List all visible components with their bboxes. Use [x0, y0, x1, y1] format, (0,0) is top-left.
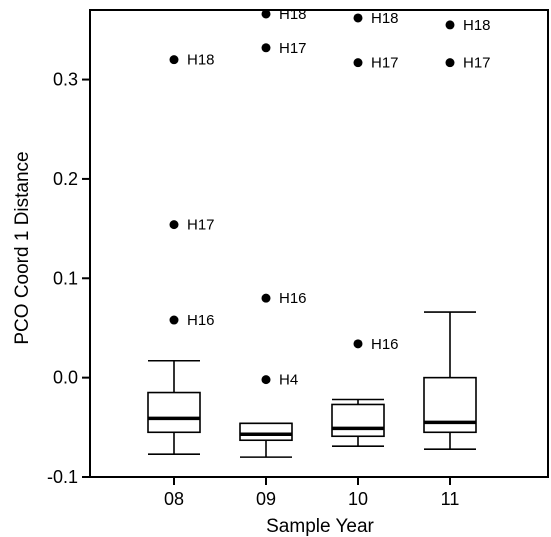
- y-tick-label: 0.3: [53, 70, 78, 90]
- box-iqr: [239, 422, 293, 442]
- plot-border: [89, 9, 549, 478]
- y-tick-label: 0.2: [53, 169, 78, 189]
- box-iqr: [147, 391, 201, 434]
- x-tick-label: 08: [164, 489, 184, 509]
- x-tick-label: 10: [348, 489, 368, 509]
- y-tick-label: 0.1: [53, 268, 78, 288]
- box-group: [147, 359, 201, 455]
- outlier-points: H18 H17 H16 H18 H17 H16 H4 H18 H17 H16 H18 H17: [169, 6, 491, 389]
- outlier-point: [445, 58, 455, 68]
- plot-area: [89, 9, 549, 478]
- box-group: [331, 398, 385, 447]
- x-axis: 08 09 10 11: [164, 477, 459, 509]
- x-axis-title: Sample Year: [266, 516, 374, 537]
- outlier-label: H17: [371, 55, 399, 72]
- outlier-label: H18: [279, 6, 307, 23]
- box-iqr: [331, 403, 385, 438]
- y-axis-title: PCO Coord 1 Distance: [12, 151, 33, 344]
- outlier-label: H17: [187, 217, 215, 234]
- outlier-point: [169, 315, 179, 325]
- outlier-label: H18: [371, 10, 399, 27]
- outlier-label: H4: [279, 372, 298, 389]
- box-group: [239, 422, 293, 458]
- box-group: [423, 311, 477, 450]
- outlier-point: [261, 375, 271, 385]
- box-series: [147, 311, 477, 458]
- x-tick-label: 09: [256, 489, 276, 509]
- outlier-label: H16: [187, 312, 215, 329]
- outlier-label: H18: [187, 52, 215, 69]
- y-tick-label: -0.1: [47, 467, 78, 487]
- outlier-point: [353, 339, 363, 349]
- outlier-point: [169, 220, 179, 230]
- outlier-point: [445, 20, 455, 30]
- x-tick-label: 11: [441, 489, 460, 509]
- outlier-label: H17: [463, 55, 491, 72]
- outlier-label: H16: [371, 336, 399, 353]
- y-axis: -0.1 0.0 0.1 0.2 0.3: [47, 70, 90, 487]
- y-tick-label: 0.0: [53, 368, 78, 388]
- outlier-point: [169, 55, 179, 65]
- outlier-point: [353, 58, 363, 68]
- outlier-label: H18: [463, 17, 491, 34]
- outlier-point: [261, 293, 271, 303]
- outlier-point: [353, 13, 363, 23]
- outlier-label: H16: [279, 290, 307, 307]
- outlier-label: H17: [279, 40, 307, 57]
- outlier-point: [261, 9, 271, 19]
- outlier-point: [261, 43, 271, 53]
